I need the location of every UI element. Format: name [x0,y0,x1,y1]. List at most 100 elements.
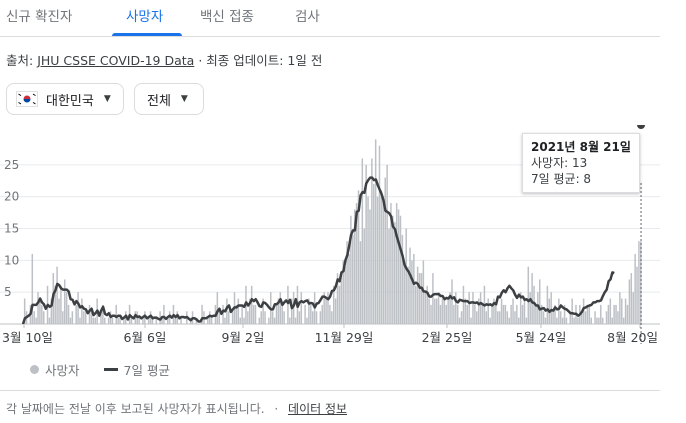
bar [458,317,461,324]
bar [510,304,512,324]
bar [239,317,241,324]
bar [464,298,467,324]
bar [289,317,291,324]
x-tick-label: 6월 6일 [124,330,167,345]
bar [550,292,552,324]
bar [428,298,430,324]
bar [373,183,375,324]
bar [401,234,404,324]
bar [559,311,562,324]
bar [561,317,564,324]
bar [283,311,285,324]
bar [290,298,293,324]
bar [37,292,39,324]
tab-deaths[interactable]: 사망자 [126,9,164,25]
bar [537,292,539,324]
bar [420,273,423,324]
y-tick-label: 25 [4,158,19,172]
bar [268,317,270,324]
bar [147,317,150,324]
tab-testing[interactable]: 검사 [295,9,320,25]
bar [319,311,322,324]
bar [411,260,413,324]
x-tick-label: 5월 24일 [516,330,567,345]
bar [357,190,360,324]
bar [111,317,114,324]
bar [130,317,133,324]
bar [350,215,352,324]
y-tick-label: 5 [4,285,12,299]
bar [430,304,432,324]
bar [632,292,634,324]
bar [207,317,209,324]
bar [119,317,121,324]
bar [558,298,560,324]
bar [281,304,283,324]
bar [529,292,531,324]
bar [434,298,436,324]
bar [628,279,631,324]
source-link[interactable]: JHU CSSE COVID-19 Data [37,53,195,68]
bar [451,279,453,324]
bar [388,228,390,324]
bar [394,222,396,324]
bar [237,298,240,324]
y-tick-label: 15 [4,222,19,236]
bar [615,304,617,324]
bar [538,279,541,324]
bar [556,317,558,324]
scope-filter-dropdown[interactable]: 전체 ▼ [134,83,204,115]
bar [508,317,510,324]
bar [376,196,379,324]
bar [426,285,428,324]
bar [481,304,484,324]
bar [56,266,58,324]
bar [552,311,554,324]
bar [224,317,226,324]
bar [596,317,598,324]
data-info-link[interactable]: 데이터 정보 [288,402,348,416]
bar [607,304,610,324]
bar [476,311,478,324]
chevron-down-icon: ▼ [180,94,188,104]
bar [514,311,516,324]
tab-vaccinations[interactable]: 백신 접종 [200,9,254,25]
bar [327,292,329,324]
bar [41,304,43,324]
bar [563,304,566,324]
bar [403,260,406,324]
bar [352,234,354,324]
bar [577,317,579,324]
bar [380,190,383,324]
bar [600,304,602,324]
tab-new-cases[interactable]: 신규 확진자 [6,9,73,25]
bar [75,304,77,324]
bar [210,317,213,324]
bar [378,145,381,324]
bar [180,317,182,324]
country-filter-dropdown[interactable]: 대한민국 ▼ [6,83,124,115]
y-tick-label: 10 [4,253,19,267]
bar [397,209,400,324]
footer-separator: · [274,402,279,416]
bar [573,317,575,324]
country-label: 대한민국 [46,93,94,109]
bar [340,273,343,324]
bar [456,304,459,324]
bar [527,266,530,324]
bar [468,292,470,324]
footer-text: 각 날짜에는 전날 이후 보고된 사망자가 표시됩니다. [6,402,265,416]
bar [331,311,333,324]
bar [123,317,125,324]
bar [88,304,91,324]
bar [598,317,600,324]
bar [279,292,282,324]
bar [588,304,591,324]
bar [58,298,60,324]
tooltip-date: 2021년 8월 21일 [531,140,631,154]
bar [636,266,638,324]
bar [247,311,249,324]
bar [308,298,310,324]
bar [582,298,585,324]
deaths-chart[interactable]: 5 10 15 20 25 3월 10일 6월 6일 9월 2일 11월 29일 2월 25일 5월… [0,125,660,353]
